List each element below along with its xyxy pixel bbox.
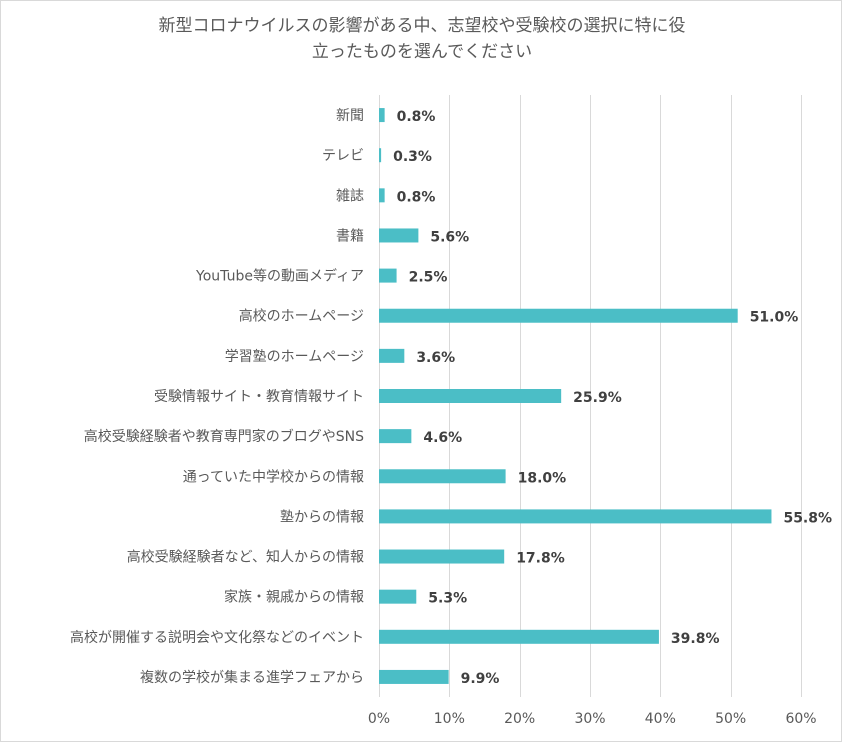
bar (379, 108, 385, 123)
data-label: 55.8% (783, 510, 832, 526)
chart-title-line-1: 新型コロナウイルスの影響がある中、志望校や受験校の選択に特に役 (158, 16, 686, 36)
bar (379, 669, 449, 684)
category-label: 雑誌 (336, 188, 364, 204)
data-label: 2.5% (409, 270, 448, 286)
x-tick-label: 40% (645, 711, 676, 727)
category-label: 通っていた中学校からの情報 (183, 468, 364, 485)
x-tick-label: 50% (715, 711, 746, 727)
category-label: 高校のホームページ (239, 308, 364, 325)
data-label: 17.8% (516, 551, 565, 567)
category-label: 複数の学校が集まる進学フェアから (140, 669, 364, 686)
category-label: 家族・親戚からの情報 (224, 589, 364, 606)
bar (379, 389, 562, 403)
category-label: 高校受験経験者など、知人からの情報 (127, 549, 364, 566)
x-tick-label: 60% (785, 711, 816, 727)
category-label: 新聞 (336, 108, 364, 124)
bar (379, 629, 659, 644)
bar (379, 188, 385, 203)
category-label: 高校受験経験者や教育専門家のブログやSNS (84, 428, 364, 445)
data-label: 39.8% (671, 631, 720, 647)
bar (379, 348, 405, 363)
x-tick-label: 0% (368, 711, 390, 727)
data-label: 4.6% (423, 430, 462, 446)
value-labels: 0.8% 0.3% 0.8% 5.6% 2.5% 51.0% 3.6% 25.9% 4.6% 18… (393, 109, 832, 687)
data-label: 0.8% (397, 189, 436, 205)
bar (379, 549, 505, 564)
bar (379, 589, 417, 604)
bar (379, 228, 419, 243)
category-label: 書籍 (336, 227, 364, 244)
category-label: テレビ (322, 148, 364, 164)
x-tick-label: 30% (574, 711, 605, 727)
x-tick-label: 10% (434, 711, 465, 727)
bar (379, 469, 506, 484)
data-label: 5.6% (430, 229, 469, 245)
bar (379, 148, 382, 163)
category-label: YouTube等の動画メディア (195, 268, 364, 285)
category-label: 学習塾のホームページ (225, 349, 364, 365)
data-label: 25.9% (573, 390, 622, 406)
data-label: 3.6% (416, 350, 455, 366)
bar (379, 308, 738, 323)
category-label: 塾からの情報 (280, 509, 364, 525)
x-axis-tick-labels: 0% 10% 20% 30% 40% 50% 60% (368, 711, 817, 727)
category-label: 受験情報サイト・教育情報サイト (154, 389, 364, 405)
data-label: 9.9% (461, 671, 500, 687)
bars (379, 108, 772, 684)
bar (379, 268, 397, 283)
data-label: 18.0% (518, 470, 567, 486)
x-tick-label: 20% (504, 711, 535, 727)
category-label: 高校が開催する説明会や文化祭などのイベント (70, 629, 364, 646)
chart-title: 新型コロナウイルスの影響がある中、志望校や受験校の選択に特に役 立ったものを選ん… (1, 13, 842, 65)
data-label: 51.0% (750, 310, 799, 326)
data-label: 0.3% (393, 149, 432, 165)
data-label: 5.3% (428, 591, 467, 607)
bar (379, 429, 412, 444)
data-label: 0.8% (397, 109, 436, 125)
bar (379, 509, 772, 524)
chart-title-line-2: 立ったものを選んでください (311, 42, 533, 62)
